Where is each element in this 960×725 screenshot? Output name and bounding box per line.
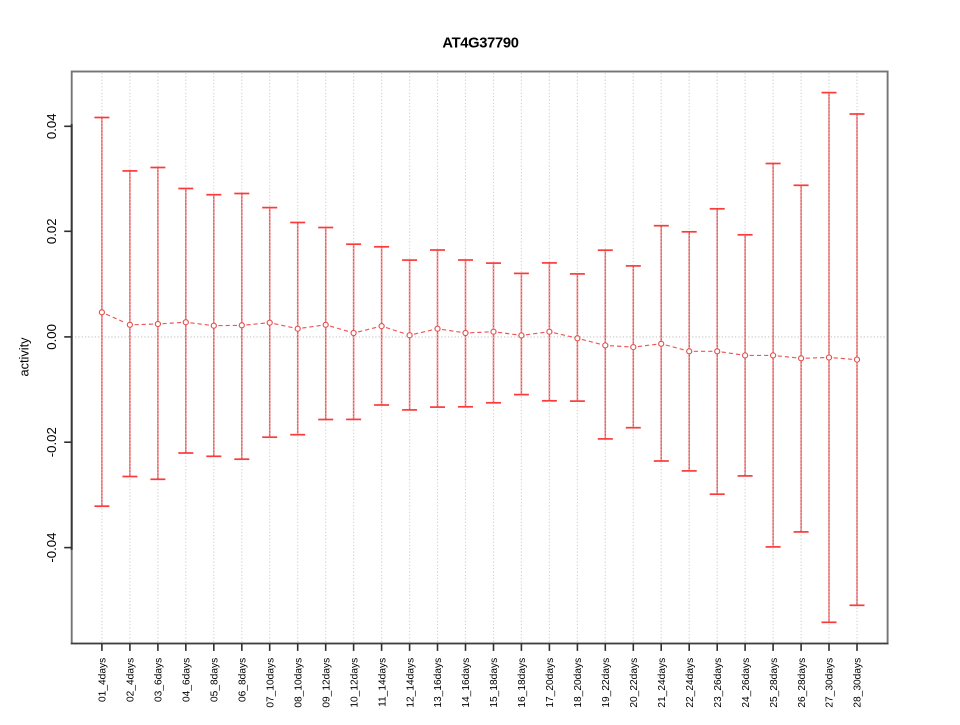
svg-text:0.04: 0.04 bbox=[44, 113, 59, 139]
svg-text:09_12days: 09_12days bbox=[321, 658, 332, 708]
svg-text:22_24days: 22_24days bbox=[685, 658, 696, 708]
svg-text:05_8days: 05_8days bbox=[210, 658, 221, 702]
svg-text:27_30days: 27_30days bbox=[825, 658, 836, 708]
svg-text:23_26days: 23_26days bbox=[713, 658, 724, 708]
svg-text:AT4G37790: AT4G37790 bbox=[442, 36, 518, 52]
svg-text:0.02: 0.02 bbox=[44, 218, 59, 244]
svg-text:18_20days: 18_20days bbox=[573, 658, 584, 708]
svg-text:03_6days: 03_6days bbox=[154, 658, 165, 702]
svg-text:10_12days: 10_12days bbox=[349, 658, 360, 708]
svg-text:20_22days: 20_22days bbox=[629, 658, 640, 708]
svg-text:25_28days: 25_28days bbox=[769, 658, 780, 708]
svg-text:17_20days: 17_20days bbox=[545, 658, 556, 708]
svg-text:activity: activity bbox=[16, 337, 31, 377]
svg-text:28_30days: 28_30days bbox=[853, 658, 864, 708]
svg-text:24_26days: 24_26days bbox=[741, 658, 752, 708]
svg-text:-0.02: -0.02 bbox=[44, 427, 59, 457]
svg-text:19_22days: 19_22days bbox=[601, 658, 612, 708]
svg-text:-0.04: -0.04 bbox=[44, 533, 59, 563]
svg-text:07_10days: 07_10days bbox=[265, 658, 276, 708]
svg-text:12_14days: 12_14days bbox=[405, 658, 416, 708]
svg-text:21_24days: 21_24days bbox=[657, 658, 668, 708]
svg-text:26_28days: 26_28days bbox=[797, 658, 808, 708]
svg-text:13_16days: 13_16days bbox=[433, 658, 444, 708]
svg-text:01_4days: 01_4days bbox=[98, 658, 109, 702]
svg-text:02_4days: 02_4days bbox=[126, 658, 137, 702]
svg-text:0.00: 0.00 bbox=[44, 324, 59, 350]
svg-text:11_14days: 11_14days bbox=[377, 658, 388, 707]
svg-text:16_18days: 16_18days bbox=[517, 658, 528, 708]
svg-text:06_8days: 06_8days bbox=[238, 658, 249, 702]
svg-text:04_6days: 04_6days bbox=[182, 658, 193, 702]
svg-text:14_16days: 14_16days bbox=[461, 658, 472, 708]
svg-text:08_10days: 08_10days bbox=[293, 658, 304, 708]
svg-text:15_18days: 15_18days bbox=[489, 658, 500, 708]
